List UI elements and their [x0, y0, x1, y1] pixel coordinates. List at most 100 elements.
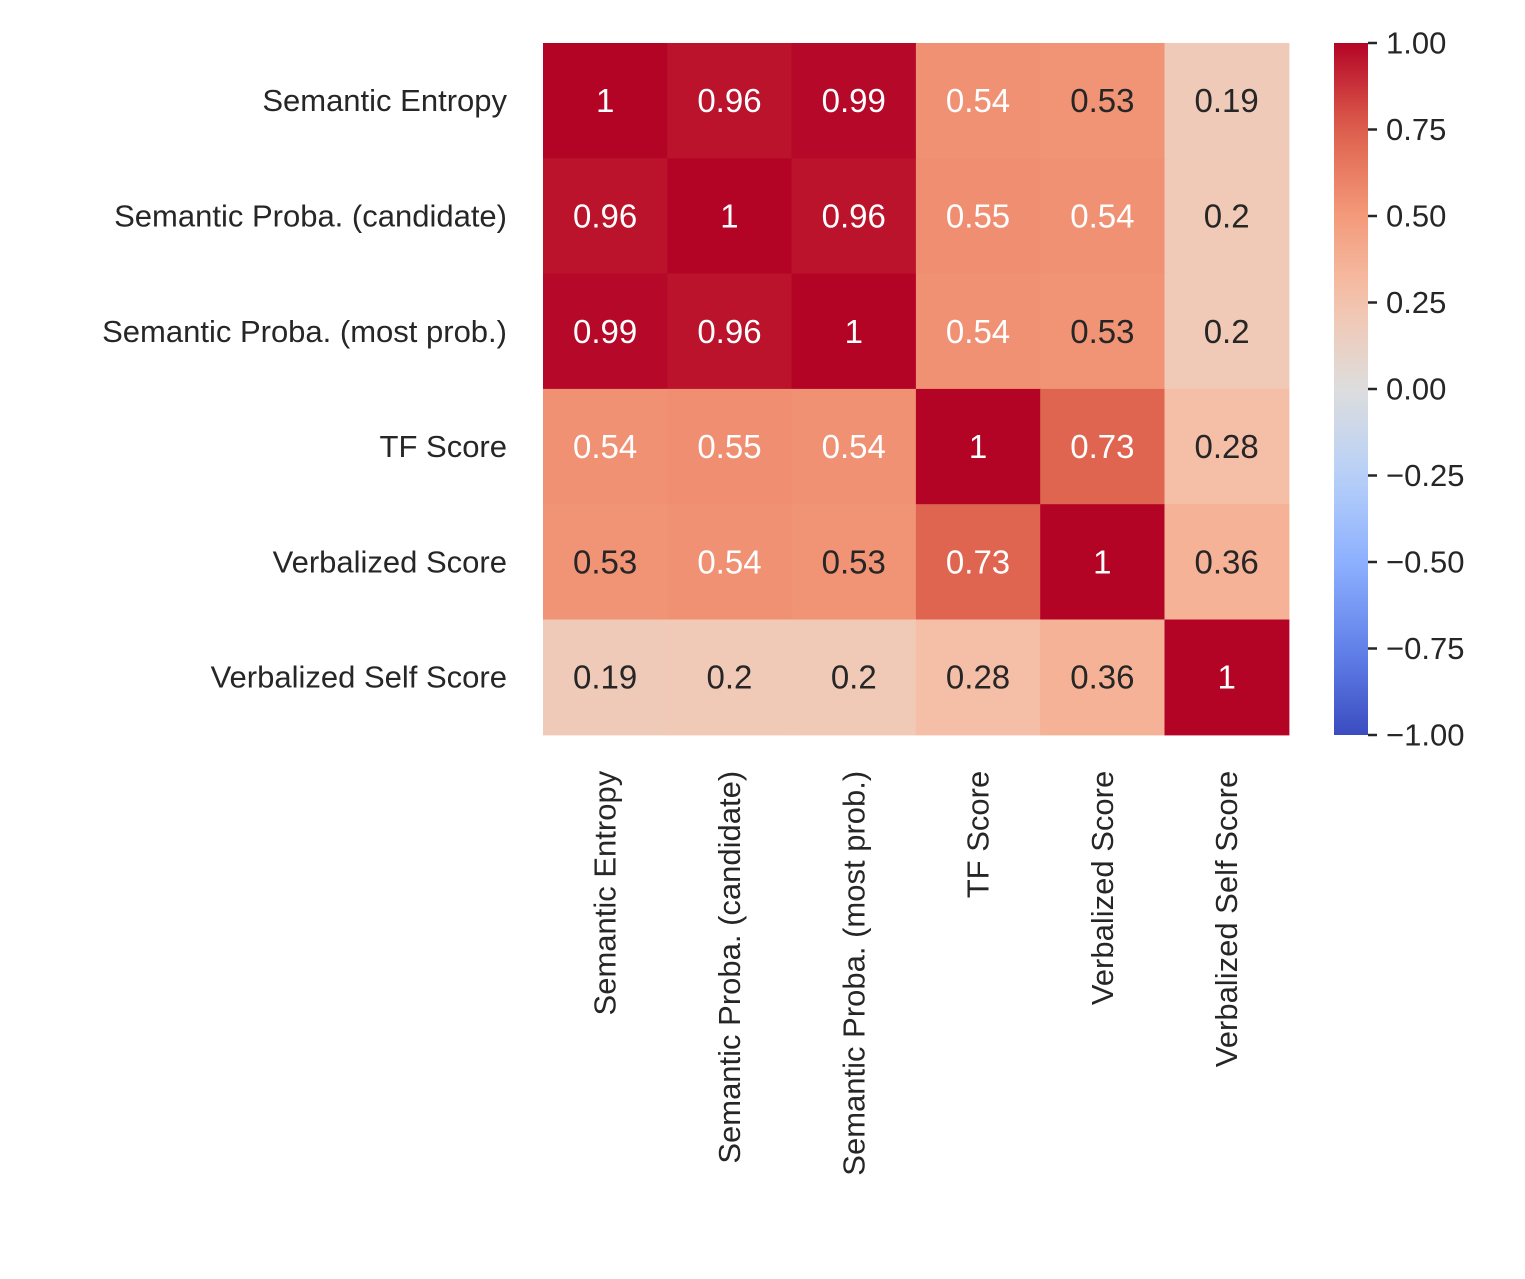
cell-annotation-0-0: 1 — [596, 82, 614, 119]
heatmap-cell-3-1 — [667, 388, 793, 505]
heatmap-cell-0-1 — [667, 43, 793, 159]
heatmap-cell-0-0 — [543, 43, 668, 159]
cell-annotation-2-0: 0.99 — [573, 313, 637, 350]
heatmap-annotations: 1 0.96 0.99 0.54 0.53 0.19 0.96 1 0.96 0.55 0.54 0.… — [573, 82, 1259, 696]
heatmap-cell-5-0 — [543, 619, 668, 736]
column-label-1: Semantic Proba. (candidate) — [712, 771, 747, 1164]
heatmap-cell-1-1 — [667, 158, 793, 275]
cell-annotation-2-2: 1 — [845, 313, 863, 350]
cell-annotation-5-0: 0.19 — [573, 659, 637, 696]
heatmap-cell-1-3 — [915, 158, 1041, 275]
cell-annotation-1-2: 0.96 — [822, 197, 886, 234]
heatmap-cell-5-4 — [1040, 619, 1166, 736]
column-label-0: Semantic Entropy — [588, 770, 623, 1015]
colorbar-tick-label-5: −0.25 — [1386, 458, 1464, 493]
column-tick-labels: Semantic Entropy Semantic Proba. (candida… — [588, 770, 1245, 1175]
heatmap-cell-5-1 — [667, 619, 793, 736]
colorbar-tick-label-2: 0.50 — [1386, 199, 1446, 234]
cell-annotation-3-4: 0.73 — [1070, 428, 1134, 465]
colorbar-tick-label-8: −1.00 — [1386, 718, 1464, 753]
heatmap-cell-2-0 — [543, 273, 668, 390]
heatmap-cell-5-3 — [915, 619, 1041, 736]
cell-annotation-4-0: 0.53 — [573, 543, 637, 580]
heatmap-cell-1-2 — [791, 158, 917, 275]
cell-annotation-4-5: 0.36 — [1195, 543, 1259, 580]
heatmap-cell-3-0 — [543, 388, 668, 505]
row-label-2: Semantic Proba. (most prob.) — [102, 314, 507, 349]
heatmap-cell-0-3 — [915, 43, 1041, 159]
heatmap-cell-3-2 — [791, 388, 917, 505]
cell-annotation-3-3: 1 — [969, 428, 987, 465]
cell-annotation-3-2: 0.54 — [822, 428, 886, 465]
cell-annotation-4-2: 0.53 — [822, 543, 886, 580]
heatmap-cell-2-4 — [1040, 273, 1166, 390]
row-label-1: Semantic Proba. (candidate) — [114, 198, 507, 233]
heatmap-cell-1-0 — [543, 158, 668, 275]
cell-annotation-2-3: 0.54 — [946, 313, 1010, 350]
heatmap-cell-1-5 — [1164, 158, 1290, 275]
cell-annotation-4-3: 0.73 — [946, 543, 1010, 580]
cell-annotation-2-1: 0.96 — [697, 313, 761, 350]
cell-annotation-1-1: 1 — [720, 197, 738, 234]
heatmap-cell-2-5 — [1164, 273, 1290, 390]
heatmap-cell-3-4 — [1040, 388, 1166, 505]
colorbar-tick-label-0: 1.00 — [1386, 26, 1446, 61]
cell-annotation-3-1: 0.55 — [697, 428, 761, 465]
cell-annotation-0-4: 0.53 — [1070, 82, 1134, 119]
heatmap-cell-0-2 — [791, 43, 917, 159]
column-label-5: Verbalized Self Score — [1209, 771, 1244, 1067]
heatmap-cell-1-4 — [1040, 158, 1166, 275]
row-label-0: Semantic Entropy — [262, 83, 507, 118]
heatmap-cell-4-3 — [915, 504, 1041, 621]
row-label-5: Verbalized Self Score — [211, 660, 507, 695]
heatmap-cell-0-4 — [1040, 43, 1166, 159]
colorbar-tick-label-1: 0.75 — [1386, 112, 1446, 147]
heatmap-cell-3-3 — [915, 388, 1041, 505]
cell-annotation-2-5: 0.2 — [1204, 313, 1250, 350]
colorbar-tick-label-4: 0.00 — [1386, 372, 1446, 407]
cell-annotation-1-3: 0.55 — [946, 197, 1010, 234]
cell-annotation-1-4: 0.54 — [1070, 197, 1134, 234]
colorbar-tick-label-6: −0.50 — [1386, 545, 1464, 580]
cell-annotation-1-0: 0.96 — [573, 197, 637, 234]
colorbar-tick-label-7: −0.75 — [1386, 631, 1464, 666]
heatmap-cell-4-5 — [1164, 504, 1290, 621]
heatmap-cell-4-1 — [667, 504, 793, 621]
cell-annotation-5-2: 0.2 — [831, 659, 877, 696]
row-label-3: TF Score — [380, 429, 507, 464]
heatmap-cell-5-5 — [1164, 619, 1290, 736]
row-label-4: Verbalized Score — [273, 544, 507, 579]
heatmap-cell-5-2 — [791, 619, 917, 736]
cell-annotation-2-4: 0.53 — [1070, 313, 1134, 350]
cell-annotation-5-4: 0.36 — [1070, 659, 1134, 696]
cell-annotation-0-2: 0.99 — [822, 82, 886, 119]
column-label-4: Verbalized Score — [1085, 771, 1120, 1005]
cell-annotation-5-5: 1 — [1217, 659, 1235, 696]
cell-annotation-3-0: 0.54 — [573, 428, 637, 465]
heatmap-cell-2-3 — [915, 273, 1041, 390]
cell-annotation-0-5: 0.19 — [1195, 82, 1259, 119]
column-label-3: TF Score — [961, 771, 996, 898]
heatmap-cell-4-4 — [1040, 504, 1166, 621]
cell-annotation-0-3: 0.54 — [946, 82, 1010, 119]
heatmap-cell-2-2 — [791, 273, 917, 390]
cell-annotation-0-1: 0.96 — [697, 82, 761, 119]
heatmap-cell-0-5 — [1164, 43, 1290, 159]
colorbar: 1.00 0.75 0.50 0.25 0.00 −0.25 −0.50 −0.75 −1.00 — [1334, 26, 1464, 753]
heatmap-cell-4-0 — [543, 504, 668, 621]
cell-annotation-1-5: 0.2 — [1204, 197, 1250, 234]
cell-annotation-5-1: 0.2 — [707, 659, 753, 696]
cell-annotation-4-1: 0.54 — [697, 543, 761, 580]
heatmap-cell-3-5 — [1164, 388, 1290, 505]
cell-annotation-4-4: 1 — [1093, 543, 1111, 580]
colorbar-tick-label-3: 0.25 — [1386, 285, 1446, 320]
heatmap-cells — [543, 43, 1290, 736]
row-tick-labels: Semantic Entropy Semantic Proba. (candida… — [102, 83, 507, 695]
heatmap-cell-2-1 — [667, 273, 793, 390]
heatmap-cell-4-2 — [791, 504, 917, 621]
colorbar-gradient — [1334, 43, 1368, 735]
cell-annotation-5-3: 0.28 — [946, 659, 1010, 696]
cell-annotation-3-5: 0.28 — [1195, 428, 1259, 465]
column-label-2: Semantic Proba. (most prob.) — [836, 771, 871, 1176]
